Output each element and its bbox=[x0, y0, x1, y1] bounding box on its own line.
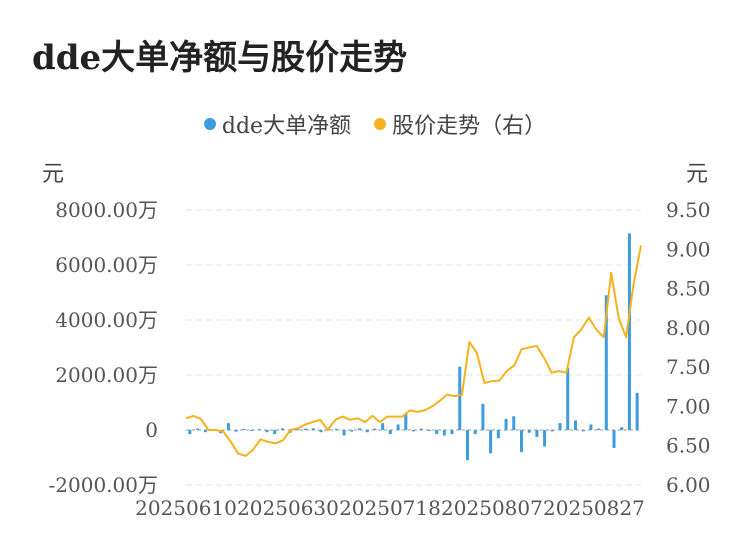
bar-series-marker-icon bbox=[203, 118, 216, 130]
bar bbox=[319, 430, 323, 433]
left-tick-label: -2000.00万 bbox=[49, 473, 158, 497]
bar bbox=[188, 430, 192, 435]
price-line bbox=[185, 245, 642, 457]
bar bbox=[527, 430, 531, 433]
bar bbox=[196, 428, 200, 430]
chart-title: dde大单净额与股价走势 bbox=[32, 38, 408, 78]
line-series-marker-icon bbox=[374, 118, 387, 130]
bar bbox=[450, 430, 454, 435]
bar bbox=[573, 420, 577, 430]
bar bbox=[358, 428, 362, 430]
bar bbox=[412, 430, 415, 432]
bar bbox=[342, 430, 346, 436]
right-tick-label: 9.00 bbox=[666, 237, 711, 261]
bar bbox=[481, 403, 485, 430]
bar bbox=[635, 392, 639, 430]
legend-item-bar[interactable]: dde大单净额 bbox=[203, 108, 352, 140]
bar bbox=[296, 429, 300, 431]
legend-item-line[interactable]: 股价走势（右） bbox=[374, 108, 546, 140]
bar bbox=[543, 430, 547, 447]
bar bbox=[388, 430, 392, 435]
legend-line-label: 股价走势（右） bbox=[392, 114, 547, 139]
bar bbox=[550, 430, 554, 432]
right-tick-label: 9.50 bbox=[666, 198, 711, 222]
bar bbox=[381, 423, 385, 430]
bar bbox=[427, 430, 431, 431]
bar bbox=[458, 366, 462, 430]
bar bbox=[435, 430, 439, 435]
bar bbox=[519, 430, 523, 452]
legend: dde大单净额 股价走势（右） bbox=[0, 108, 750, 140]
bar bbox=[604, 295, 608, 430]
bar bbox=[265, 430, 269, 433]
bar bbox=[620, 427, 624, 430]
bar bbox=[273, 430, 277, 435]
bar bbox=[404, 413, 408, 430]
x-tick-label: 20250827 bbox=[543, 496, 645, 520]
bar bbox=[396, 424, 400, 430]
bar bbox=[627, 233, 631, 430]
left-tick-label: 8000.00万 bbox=[55, 198, 158, 222]
bar bbox=[581, 430, 585, 432]
bar bbox=[350, 430, 354, 432]
bar bbox=[311, 428, 315, 430]
bar bbox=[473, 430, 477, 435]
right-tick-label: 8.50 bbox=[666, 277, 711, 301]
bar bbox=[203, 430, 207, 433]
bar bbox=[442, 430, 446, 436]
bar bbox=[612, 430, 616, 448]
bar bbox=[535, 430, 539, 437]
right-tick-label: 6.00 bbox=[666, 473, 711, 497]
bar bbox=[242, 428, 246, 430]
bar bbox=[512, 416, 516, 430]
right-tick-label: 8.00 bbox=[666, 316, 711, 340]
right-tick-label: 7.00 bbox=[666, 394, 711, 418]
bar bbox=[465, 430, 469, 461]
bar bbox=[226, 423, 230, 430]
x-tick-label: 20250807 bbox=[441, 496, 543, 520]
bar bbox=[234, 430, 238, 432]
left-tick-label: 6000.00万 bbox=[55, 253, 158, 277]
right-tick-label: 7.50 bbox=[666, 355, 711, 379]
bar bbox=[373, 428, 377, 430]
bar bbox=[257, 429, 261, 431]
x-tick-label: 20250718 bbox=[339, 496, 441, 520]
right-tick-label: 6.50 bbox=[666, 434, 711, 458]
bar bbox=[489, 430, 493, 454]
bar bbox=[280, 428, 284, 430]
bar bbox=[504, 419, 508, 430]
x-tick-label: 20250630 bbox=[237, 496, 339, 520]
bar bbox=[365, 430, 369, 433]
left-tick-label: 4000.00万 bbox=[55, 308, 158, 332]
legend-bar-label: dde大单净额 bbox=[221, 114, 352, 139]
bar bbox=[589, 424, 593, 430]
bar bbox=[558, 423, 562, 430]
bar bbox=[566, 368, 570, 430]
bar bbox=[419, 428, 423, 430]
bar bbox=[250, 430, 254, 431]
left-tick-label: 0 bbox=[145, 418, 158, 442]
bar bbox=[334, 428, 338, 430]
x-tick-label: 20250610 bbox=[135, 496, 237, 520]
right-axis-unit: 元 bbox=[685, 162, 708, 187]
left-tick-label: 2000.00万 bbox=[55, 363, 158, 387]
bar bbox=[597, 428, 601, 430]
bar bbox=[304, 428, 308, 430]
left-axis-unit: 元 bbox=[42, 162, 65, 187]
bar bbox=[496, 430, 500, 439]
